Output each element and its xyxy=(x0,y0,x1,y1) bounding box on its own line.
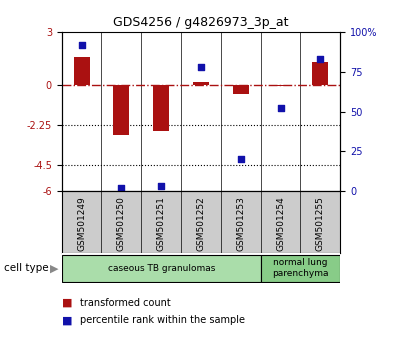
Text: caseous TB granulomas: caseous TB granulomas xyxy=(107,264,215,273)
Text: GSM501249: GSM501249 xyxy=(77,196,86,251)
Point xyxy=(317,56,324,62)
Point xyxy=(238,156,244,162)
Point xyxy=(118,185,125,191)
Text: GSM501250: GSM501250 xyxy=(117,196,126,251)
Text: percentile rank within the sample: percentile rank within the sample xyxy=(80,315,245,325)
Point xyxy=(198,64,204,70)
Bar xyxy=(153,85,169,131)
Text: GSM501252: GSM501252 xyxy=(197,196,205,251)
Text: normal lung
parenchyma: normal lung parenchyma xyxy=(272,258,329,278)
Text: cell type: cell type xyxy=(4,263,49,273)
Bar xyxy=(261,255,340,282)
Bar xyxy=(233,85,249,94)
Text: GSM501255: GSM501255 xyxy=(316,196,325,251)
Text: GSM501253: GSM501253 xyxy=(236,196,245,251)
Bar xyxy=(193,82,209,85)
Point xyxy=(78,42,85,47)
Text: GSM501254: GSM501254 xyxy=(276,196,285,251)
Bar xyxy=(312,62,328,85)
Title: GDS4256 / g4826973_3p_at: GDS4256 / g4826973_3p_at xyxy=(113,16,289,29)
Text: ■: ■ xyxy=(62,315,72,325)
Text: ▶: ▶ xyxy=(50,263,58,273)
Text: transformed count: transformed count xyxy=(80,298,170,308)
Bar xyxy=(113,85,129,135)
Bar xyxy=(62,255,261,282)
Bar xyxy=(273,85,289,86)
Text: GSM501251: GSM501251 xyxy=(157,196,166,251)
Text: ■: ■ xyxy=(62,298,72,308)
Point xyxy=(158,184,164,189)
Point xyxy=(277,105,284,111)
Bar xyxy=(74,57,90,85)
